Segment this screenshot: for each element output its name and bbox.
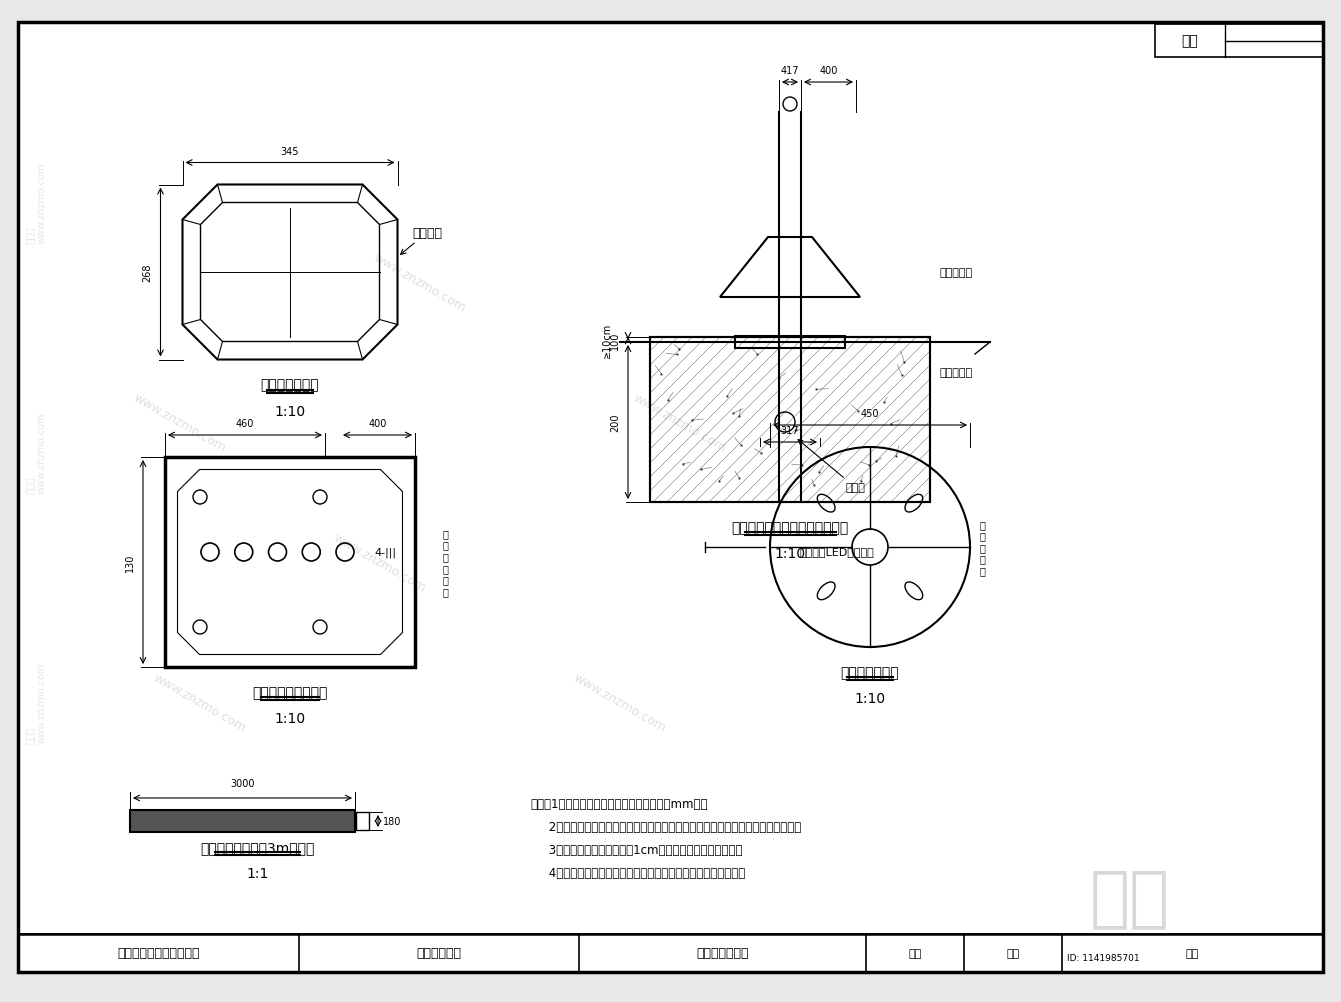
Text: www.znzmo.com: www.znzmo.com (571, 670, 669, 734)
Text: www.znzmo.com: www.znzmo.com (371, 250, 468, 315)
Text: 1:10: 1:10 (775, 546, 806, 560)
Text: 200: 200 (610, 414, 620, 432)
Text: www.znzmo.com: www.znzmo.com (152, 670, 248, 734)
Text: 设备安装大样图: 设备安装大样图 (696, 947, 750, 960)
Text: 知束: 知束 (1090, 864, 1169, 930)
Text: 知束网
www.znzmo.com: 知束网 www.znzmo.com (25, 412, 47, 493)
Text: 460: 460 (236, 419, 255, 429)
Text: 接手孔: 接手孔 (798, 440, 865, 493)
Text: 安
装
螺
栓
孔: 安 装 螺 栓 孔 (980, 519, 986, 575)
Text: 知束网
www.znzmo.com: 知束网 www.znzmo.com (25, 661, 47, 742)
Text: 复核: 复核 (1007, 948, 1019, 958)
Text: 130: 130 (125, 553, 135, 571)
Text: 450: 450 (861, 409, 880, 419)
Text: 400: 400 (369, 419, 386, 429)
Text: 知束网
www.znzmo.com: 知束网 www.znzmo.com (25, 162, 47, 243)
Text: ID: 1141985701: ID: 1141985701 (1067, 954, 1140, 963)
Text: 4-|||: 4-||| (374, 547, 396, 558)
Text: 345: 345 (280, 146, 299, 156)
Text: 收费岛标高: 收费岛标高 (940, 268, 974, 278)
Bar (130, 811, 355, 833)
Text: 3000: 3000 (231, 779, 255, 789)
Text: 道闸机箱: 道闸机箱 (401, 226, 443, 256)
Text: 设计单位或集成单位名称: 设计单位或集成单位名称 (117, 947, 200, 960)
Text: 3、管与管之间应适当留有1cm左右缝隙，不等挤压管道。: 3、管与管之间应适当留有1cm左右缝隙，不等挤压管道。 (530, 843, 743, 856)
Text: 审核: 审核 (1185, 948, 1199, 958)
Bar (650, 338, 931, 502)
Text: 工程项目名称: 工程项目名称 (416, 947, 461, 960)
Text: 图号: 图号 (1181, 34, 1199, 48)
Text: 317: 317 (780, 426, 799, 436)
Bar (355, 813, 369, 831)
Text: 1:10: 1:10 (275, 711, 306, 725)
Text: （适用于LED显示屏）: （适用于LED显示屏） (801, 546, 874, 556)
Text: 抓拍机、读卡器立柱安装基础图: 抓拍机、读卡器立柱安装基础图 (731, 520, 849, 534)
Text: 1:1: 1:1 (247, 866, 268, 880)
Bar (17, 934, 1324, 972)
Text: 1:10: 1:10 (854, 691, 885, 705)
Text: 268: 268 (142, 264, 153, 282)
Text: 设计: 设计 (909, 948, 921, 958)
Text: 减速带平面图（以3m为例）: 减速带平面图（以3m为例） (200, 840, 315, 854)
Text: 原地面标高: 原地面标高 (940, 368, 974, 378)
Bar (165, 458, 414, 667)
Bar (1155, 25, 1324, 58)
Bar (650, 338, 931, 502)
Text: 2、浇筑混凝土前，预埋管两端需做封闭处理，并在管内预留铁丝以备穿线使用。: 2、浇筑混凝土前，预埋管两端需做封闭处理，并在管内预留铁丝以备穿线使用。 (530, 821, 802, 834)
Bar (735, 337, 845, 349)
Text: 180: 180 (384, 817, 401, 827)
Text: 417: 417 (780, 66, 799, 76)
Text: 400: 400 (819, 66, 838, 76)
Text: 4、管道弯曲时应做热弯处理，禁止强行弯曲而导致管径变窄。: 4、管道弯曲时应做热弯处理，禁止强行弯曲而导致管径变窄。 (530, 866, 746, 879)
Text: 闸机螺栓安装定位图: 闸机螺栓安装定位图 (252, 685, 327, 699)
Text: 闸机机箱俯视图: 闸机机箱俯视图 (260, 378, 319, 392)
Text: www.znzmo.com: www.znzmo.com (131, 391, 228, 454)
Text: 说明：1、本图尺寸无特殊说明情况下，均以mm计。: 说明：1、本图尺寸无特殊说明情况下，均以mm计。 (530, 798, 708, 811)
Text: 100: 100 (610, 331, 620, 350)
Text: 管
道
穿
线
管
径: 管 道 穿 线 管 径 (443, 528, 448, 596)
Text: www.znzmo.com: www.znzmo.com (632, 391, 728, 454)
Text: www.znzmo.com: www.znzmo.com (331, 531, 429, 594)
Text: ≥10cm: ≥10cm (602, 323, 611, 358)
Text: 立柱底座尺寸图: 立柱底座尺寸图 (841, 665, 900, 679)
Text: 1:10: 1:10 (275, 404, 306, 418)
